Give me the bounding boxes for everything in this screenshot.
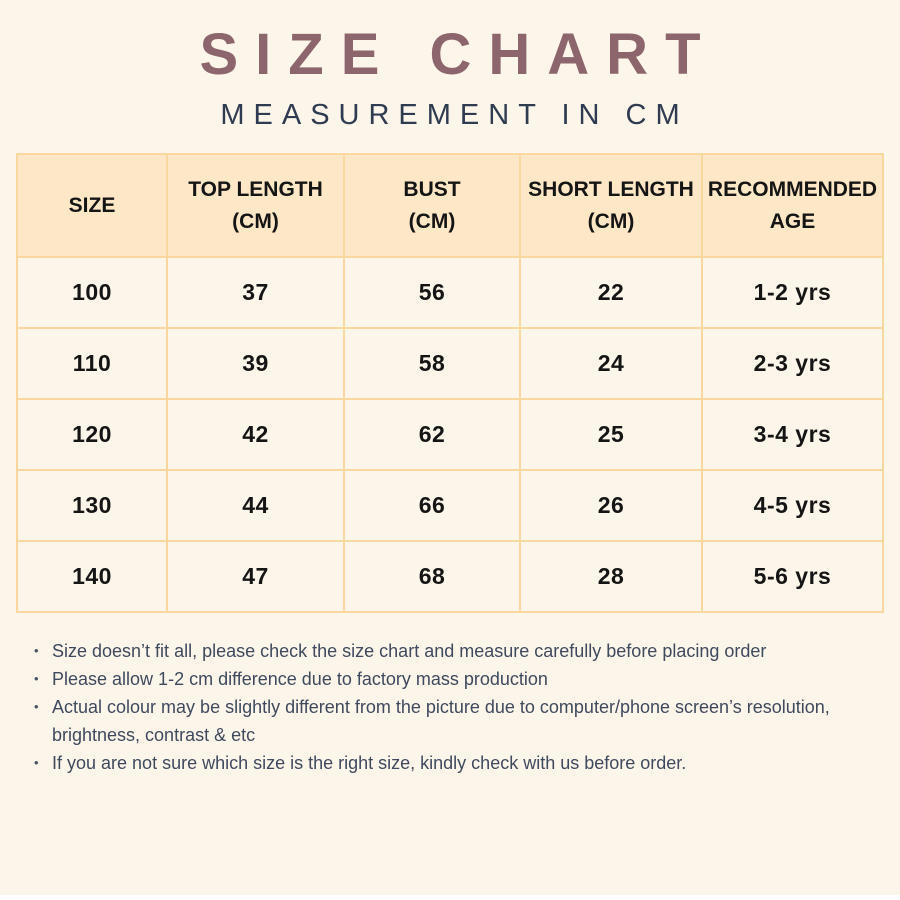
page-title: SIZE CHART — [199, 22, 718, 87]
col-header-bust: BUST (CM) — [343, 153, 521, 258]
cell-age: 3-4 yrs — [701, 398, 884, 471]
cell-top-length: 47 — [166, 540, 345, 613]
table-header-row: SIZE TOP LENGTH (CM) BUST (CM) SHORT LEN… — [16, 153, 884, 258]
table-row: 110 39 58 24 2-3 yrs — [16, 327, 884, 400]
cell-size: 110 — [16, 327, 168, 400]
note-item: Please allow 1-2 cm difference due to fa… — [30, 665, 854, 693]
col-header-size: SIZE — [16, 153, 168, 258]
cell-size: 140 — [16, 540, 168, 613]
cell-top-length: 42 — [166, 398, 345, 471]
note-item: Size doesn’t fit all, please check the s… — [30, 637, 854, 665]
bottom-white-strip — [0, 895, 900, 900]
notes-list: Size doesn’t fit all, please check the s… — [30, 637, 854, 777]
cell-bust: 68 — [343, 540, 521, 613]
col-header-short-length: SHORT LENGTH (CM) — [519, 153, 703, 258]
cell-size: 130 — [16, 469, 168, 542]
table-row: 140 47 68 28 5-6 yrs — [16, 540, 884, 613]
note-item: Actual colour may be slightly different … — [30, 693, 854, 749]
cell-bust: 58 — [343, 327, 521, 400]
cell-size: 100 — [16, 256, 168, 329]
cell-age: 5-6 yrs — [701, 540, 884, 613]
cell-size: 120 — [16, 398, 168, 471]
cell-short-length: 22 — [519, 256, 703, 329]
table-row: 100 37 56 22 1-2 yrs — [16, 256, 884, 329]
cell-short-length: 25 — [519, 398, 703, 471]
table-row: 120 42 62 25 3-4 yrs — [16, 398, 884, 471]
col-header-top-length: TOP LENGTH (CM) — [166, 153, 345, 258]
cell-bust: 66 — [343, 469, 521, 542]
col-header-recommended-age: RECOMMENDED AGE — [701, 153, 884, 258]
table-row: 130 44 66 26 4-5 yrs — [16, 469, 884, 542]
cell-bust: 56 — [343, 256, 521, 329]
cell-age: 4-5 yrs — [701, 469, 884, 542]
page-subtitle: MEASUREMENT IN CM — [220, 99, 689, 131]
cell-short-length: 26 — [519, 469, 703, 542]
cell-short-length: 24 — [519, 327, 703, 400]
cell-short-length: 28 — [519, 540, 703, 613]
note-item: If you are not sure which size is the ri… — [30, 749, 854, 777]
size-chart-table: SIZE TOP LENGTH (CM) BUST (CM) SHORT LEN… — [16, 153, 884, 613]
cell-bust: 62 — [343, 398, 521, 471]
cell-age: 2-3 yrs — [701, 327, 884, 400]
cell-top-length: 44 — [166, 469, 345, 542]
cell-top-length: 37 — [166, 256, 345, 329]
cell-top-length: 39 — [166, 327, 345, 400]
cell-age: 1-2 yrs — [701, 256, 884, 329]
